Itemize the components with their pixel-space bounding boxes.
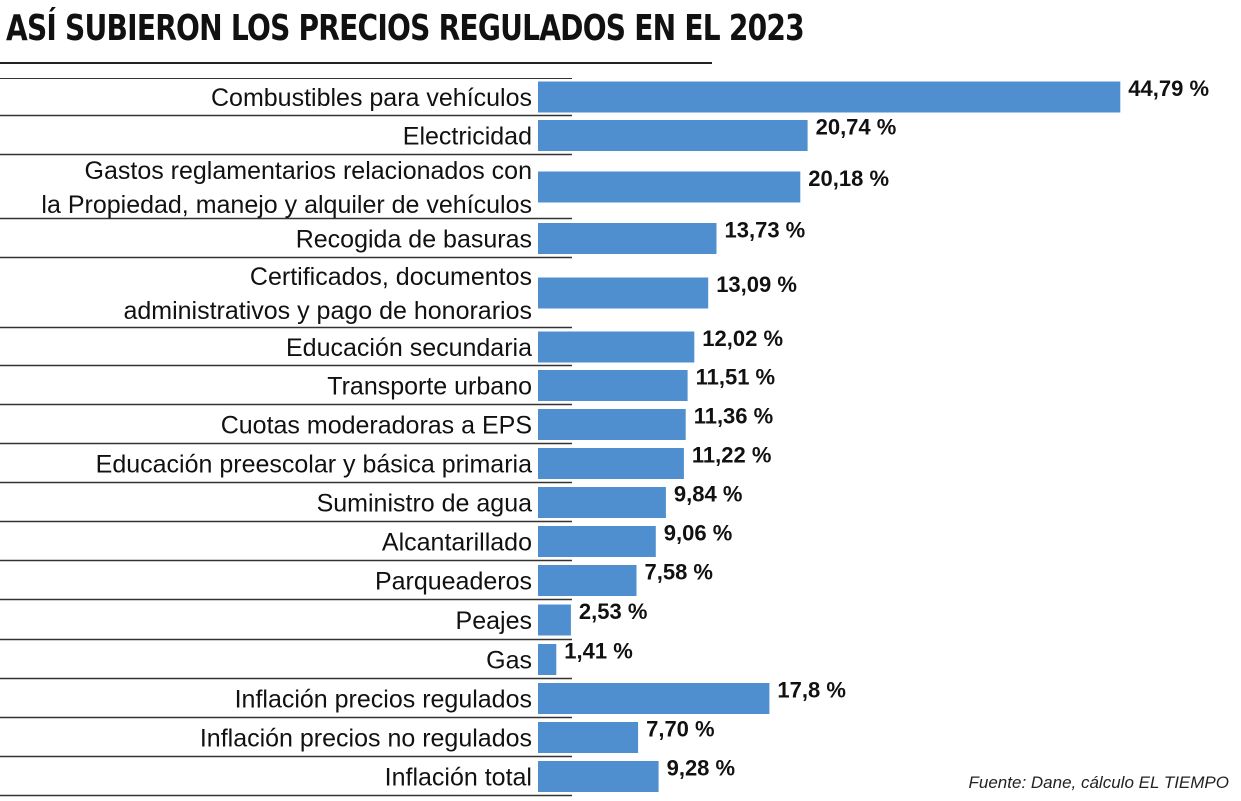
category-label: Alcantarillado [382,529,532,557]
bar [538,370,688,401]
source-note: Fuente: Dane, cálculo EL TIEMPO [968,773,1229,792]
category-label: Certificados, documentos [250,263,532,291]
value-label: 1,41 % [564,639,633,664]
value-label: 17,8 % [777,678,846,703]
bar [538,722,639,753]
category-label: Electricidad [403,123,532,151]
value-label: 11,51 % [696,365,776,390]
bar [538,223,717,254]
bar [538,487,666,518]
category-label: Parqueaderos [375,568,532,596]
category-label: Inflación precios regulados [235,686,532,714]
bar [538,448,684,479]
bar [538,604,571,636]
category-label: administrativos y pago de honorarios [123,297,532,325]
category-label: Educación secundaria [286,334,532,362]
value-label: 2,53 % [579,599,648,624]
value-label: 12,02 % [702,326,783,351]
category-label: Combustibles para vehículos [211,84,532,112]
value-label: 9,28 % [667,756,736,781]
value-label: 11,22 % [692,443,772,468]
bar [538,81,1121,113]
value-label: 7,58 % [645,560,714,585]
value-label: 13,73 % [725,218,806,243]
category-label: Inflación total [385,764,532,792]
bar [538,526,656,557]
bar [538,409,686,440]
category-label: Peajes [456,607,532,635]
category-label: Suministro de agua [317,490,533,518]
category-label: Cuotas moderadoras a EPS [221,412,532,440]
category-label: la Propiedad, manejo y alquiler de vehíc… [41,191,532,219]
bar [538,171,801,203]
bar [538,683,770,714]
bar [538,120,808,151]
title-underline [0,62,712,64]
category-label: Transporte urbano [327,373,532,401]
value-label: 9,06 % [664,521,733,546]
category-label: Educación preescolar y básica primaria [96,451,532,479]
value-label: 11,36 % [694,404,774,429]
value-label: 20,18 % [808,166,889,191]
value-label: 44,79 % [1128,76,1209,101]
bar [538,277,709,309]
category-label: Inflación precios no regulados [200,725,532,753]
bar [538,331,695,363]
value-label: 13,09 % [716,272,797,297]
value-label: 7,70 % [646,717,715,742]
bar [538,565,637,596]
bar [538,761,659,792]
bar [538,644,557,675]
category-label: Gas [486,647,532,675]
category-label: Recogida de basuras [296,226,532,254]
value-label: 9,84 % [674,482,743,507]
value-label: 20,74 % [816,115,897,140]
category-label: Gastos reglamentarios relacionados con [85,157,532,185]
